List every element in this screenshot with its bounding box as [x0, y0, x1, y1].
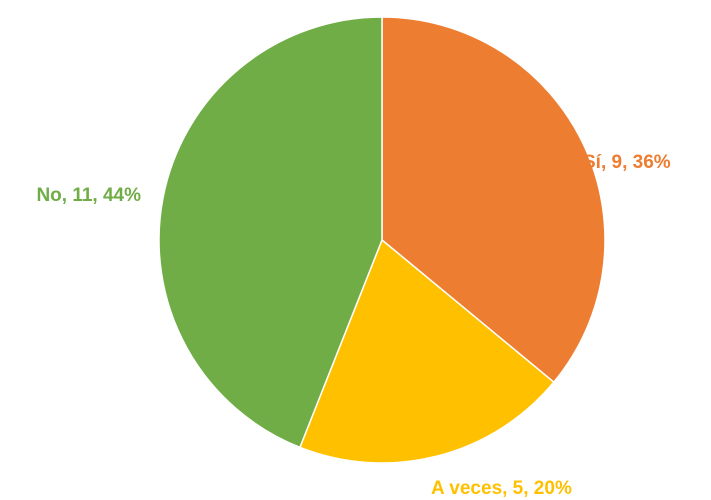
slice-no	[158, 16, 383, 449]
pie-slices	[158, 16, 606, 464]
data-label-si: Sí, 9, 36%	[583, 152, 671, 173]
data-label-no: No, 11, 44%	[36, 185, 141, 206]
pie-data-labels: Sí, 9, 36% A veces, 5, 20% No, 11, 44%	[36, 152, 670, 499]
data-label-a-veces: A veces, 5, 20%	[431, 478, 572, 499]
slice-a-veces	[299, 239, 555, 464]
slice-si	[381, 16, 606, 383]
